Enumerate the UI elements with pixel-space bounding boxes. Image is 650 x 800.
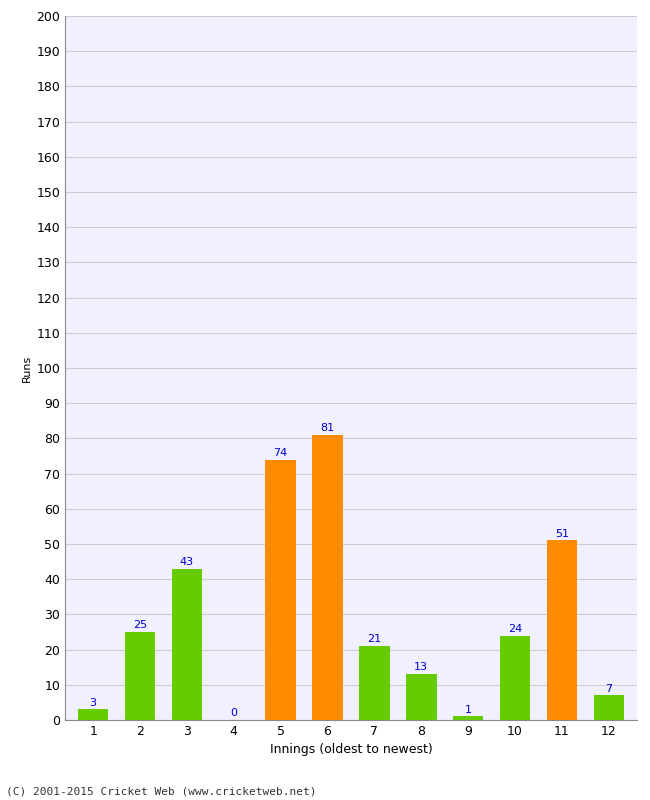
Text: 1: 1: [465, 705, 472, 714]
Text: 74: 74: [274, 448, 288, 458]
Bar: [406, 674, 437, 720]
Y-axis label: Runs: Runs: [22, 354, 32, 382]
Bar: [453, 717, 484, 720]
Text: 21: 21: [367, 634, 382, 644]
Text: (C) 2001-2015 Cricket Web (www.cricketweb.net): (C) 2001-2015 Cricket Web (www.cricketwe…: [6, 786, 317, 796]
Bar: [125, 632, 155, 720]
Bar: [359, 646, 390, 720]
Text: 51: 51: [555, 529, 569, 538]
Bar: [500, 635, 530, 720]
Bar: [312, 435, 343, 720]
Text: 25: 25: [133, 620, 147, 630]
Text: 7: 7: [605, 683, 612, 694]
Text: 3: 3: [90, 698, 97, 708]
Text: 24: 24: [508, 624, 522, 634]
Bar: [265, 459, 296, 720]
Text: 0: 0: [230, 708, 237, 718]
Text: 43: 43: [180, 557, 194, 567]
Bar: [593, 695, 624, 720]
Bar: [172, 569, 202, 720]
Text: 81: 81: [320, 423, 335, 433]
Text: 13: 13: [414, 662, 428, 673]
X-axis label: Innings (oldest to newest): Innings (oldest to newest): [270, 743, 432, 757]
Bar: [78, 710, 109, 720]
Bar: [547, 541, 577, 720]
